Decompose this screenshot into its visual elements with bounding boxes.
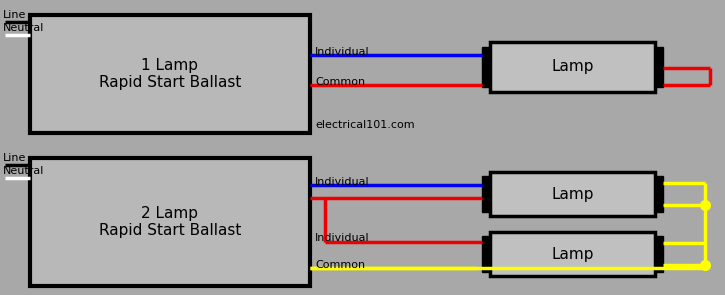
Bar	[30, 158, 310, 286]
Text: 1 Lamp
Rapid Start Ballast: 1 Lamp Rapid Start Ballast	[99, 58, 241, 90]
Text: Lamp: Lamp	[551, 247, 594, 261]
Text: Neutral: Neutral	[3, 23, 44, 33]
Bar	[482, 236, 490, 272]
Text: Neutral: Neutral	[3, 166, 44, 176]
Bar	[490, 172, 655, 216]
Text: Individual: Individual	[315, 177, 370, 187]
Bar	[655, 47, 663, 87]
Bar	[655, 176, 663, 212]
Bar	[482, 176, 490, 212]
Text: Lamp: Lamp	[551, 60, 594, 75]
Text: Common: Common	[315, 260, 365, 270]
Bar	[482, 47, 490, 87]
Text: electrical101.com: electrical101.com	[315, 120, 415, 130]
Text: Individual: Individual	[315, 47, 370, 57]
Text: Common: Common	[315, 77, 365, 87]
Text: Individual: Individual	[315, 233, 370, 243]
Text: Line: Line	[3, 153, 26, 163]
Bar	[490, 42, 655, 92]
Bar	[30, 15, 310, 133]
Text: 2 Lamp
Rapid Start Ballast: 2 Lamp Rapid Start Ballast	[99, 206, 241, 238]
Text: Line: Line	[3, 10, 26, 20]
Text: Lamp: Lamp	[551, 186, 594, 201]
Bar	[655, 236, 663, 272]
Bar	[490, 232, 655, 276]
